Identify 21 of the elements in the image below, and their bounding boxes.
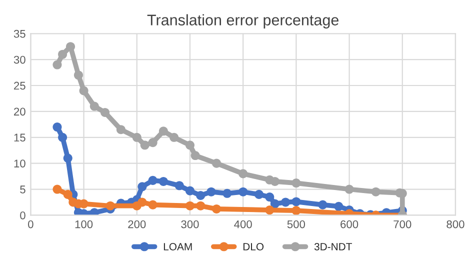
x-tick-label: 700 (394, 220, 412, 228)
x-tick-label: 0 (28, 220, 34, 228)
legend-label: LOAM (164, 243, 192, 250)
y-tick-label: 5 (20, 186, 26, 194)
legend-label: DLO (243, 243, 264, 250)
y-tick-label: 25 (14, 82, 26, 90)
y-tick-label: 30 (14, 56, 26, 64)
x-tick-label: 800 (446, 220, 464, 228)
x-tick-label: 400 (234, 220, 252, 228)
x-tick-label: 200 (128, 220, 146, 228)
x-tick-label: 500 (287, 220, 306, 228)
x-tick-label: 300 (181, 220, 199, 228)
x-tick-label: 600 (340, 220, 358, 228)
y-tick-label: 0 (20, 211, 26, 220)
y-tick-label: 15 (14, 134, 26, 142)
chart-title: Translation error percentage (147, 14, 339, 28)
y-tick-label: 35 (14, 30, 26, 38)
y-tick-label: 10 (14, 160, 26, 168)
legend-label: 3D-NDT (314, 243, 352, 250)
x-tick-label: 100 (75, 220, 93, 228)
y-tick-label: 20 (14, 108, 26, 116)
